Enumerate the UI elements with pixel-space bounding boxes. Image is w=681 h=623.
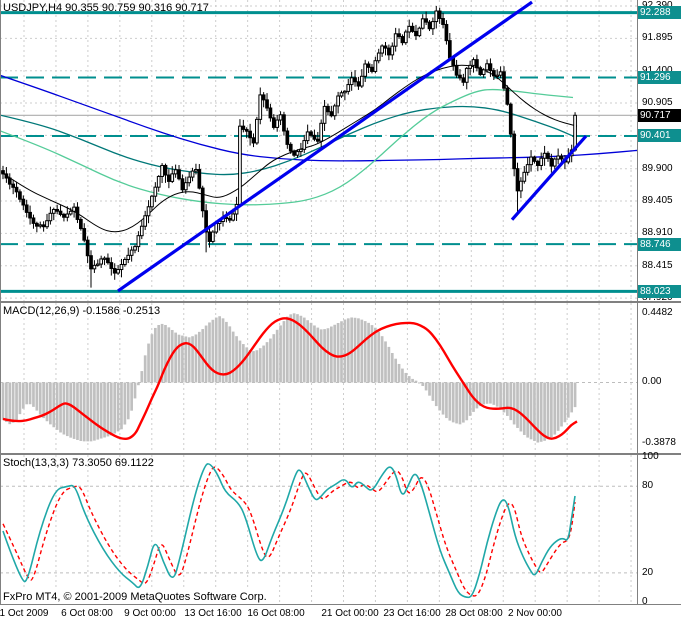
date-tick-label: 6 Oct 08:00 [61,608,113,619]
current-price-badge: 90.717 [638,108,681,122]
stoch-panel [0,455,637,604]
stoch-tick-label: 80 [642,480,654,492]
price-tick-label: 90.905 [642,97,673,109]
date-tick-label: 28 Oct 08:00 [445,608,503,619]
level-price-badge: 88.023 [638,284,681,298]
date-tick-label: 21 Oct 00:00 [321,608,379,619]
level-price-badge: 90.401 [638,129,681,143]
stoch-tick-label: 100 [642,451,659,463]
date-tick-label: 13 Oct 16:00 [184,608,242,619]
date-tick-label: 2 Nov 00:00 [508,608,562,619]
price-tick-label: 88.910 [642,227,673,239]
level-price-badge: 92.288 [638,6,681,20]
level-price-badge: 91.296 [638,70,681,84]
price-tick-label: 89.900 [642,162,673,174]
left-border [0,0,1,604]
panel-separator-macd-stoch[interactable] [0,453,681,455]
macd-chart-canvas[interactable] [0,303,637,454]
date-tick-label: 23 Oct 16:00 [383,608,441,619]
stoch-tick-label: 0 [642,595,648,607]
symbol-ohlc-label: USDJPY,H4 90.355 90.759 90.316 90.717 [3,2,209,14]
macd-tick-label: 0.4482 [642,307,673,318]
main-chart-canvas[interactable] [0,0,637,302]
macd-indicator-label: MACD(12,26,9) -0.1586 -0.2513 [3,305,161,317]
price-axis-divider [637,0,638,604]
date-tick-label: 16 Oct 08:00 [247,608,305,619]
price-tick-label: 91.895 [642,32,673,44]
macd-tick-label: 0.00 [642,376,662,388]
level-price-badge: 88.746 [638,237,681,251]
main-price-panel [0,0,637,302]
platform-copyright-label: FxPro MT4, © 2001-2009 MetaQuotes Softwa… [2,590,271,604]
panel-separator-main-macd[interactable] [0,301,681,303]
price-tick-label: 91.400 [642,65,673,76]
time-axis[interactable] [0,604,681,623]
price-tick-label: 89.405 [642,195,673,207]
macd-tick-label: -0.3878 [642,436,676,448]
macd-panel [0,303,637,454]
price-tick-label: 88.415 [642,259,673,271]
stoch-indicator-label: Stoch(13,3,3) 73.3050 69.1122 [3,457,154,469]
stoch-tick-label: 20 [642,566,654,578]
price-tick-label: 92.390 [642,0,673,11]
date-tick-label: 1 Oct 2009 [0,608,49,619]
stoch-chart-canvas[interactable] [0,455,637,604]
date-tick-label: 9 Oct 00:00 [124,608,176,619]
